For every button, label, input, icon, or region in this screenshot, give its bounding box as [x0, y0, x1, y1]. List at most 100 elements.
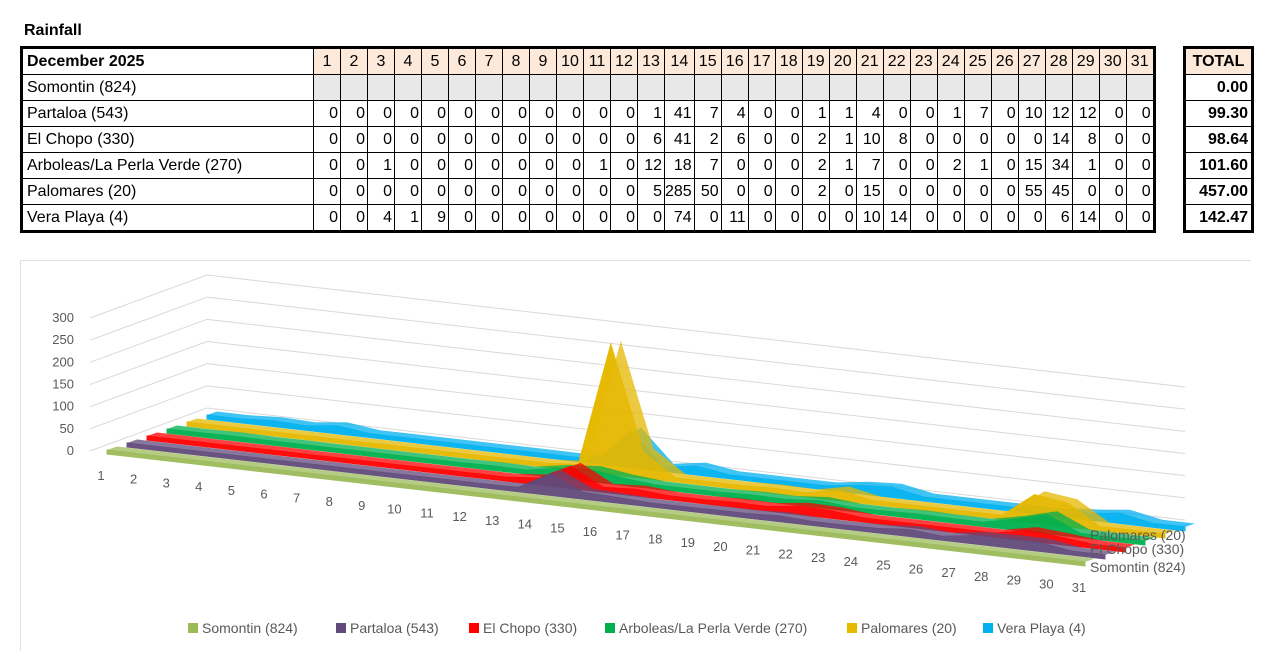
rain-cell [990, 74, 1019, 101]
rain-cell [421, 74, 449, 101]
rain-cell: 0 [963, 204, 992, 232]
rain-cell: 0 [475, 152, 503, 179]
rain-cell [664, 74, 695, 101]
rain-cell [936, 74, 965, 101]
rain-cell: 0 [747, 100, 776, 127]
rain-cell: 6 [637, 126, 665, 153]
rain-cell: 0 [963, 178, 992, 205]
rain-cell: 0 [394, 126, 422, 153]
rain-cell: 45 [1044, 178, 1073, 205]
station-name: Vera Playa (4) [21, 204, 314, 232]
rain-cell: 12 [1071, 100, 1100, 127]
rain-cell: 0 [637, 204, 665, 232]
day-header: 18 [774, 47, 803, 75]
day-header: 30 [1098, 47, 1127, 75]
rain-cell: 6 [1044, 204, 1073, 232]
rain-cell [1071, 74, 1100, 101]
rain-cell: 15 [1017, 152, 1046, 179]
rain-cell: 8 [1071, 126, 1100, 153]
rain-cell: 0 [448, 204, 476, 232]
day-header: 4 [394, 47, 422, 75]
rain-cell [556, 74, 584, 101]
rain-cell: 0 [421, 178, 449, 205]
rain-cell: 0 [990, 178, 1019, 205]
day-header: 3 [367, 47, 395, 75]
rain-cell: 2 [936, 152, 965, 179]
rain-cell: 0 [1098, 204, 1127, 232]
rain-cell: 0 [828, 178, 857, 205]
rain-cell: 0 [502, 204, 530, 232]
rain-cell: 7 [963, 100, 992, 127]
rain-cell: 0 [882, 100, 911, 127]
rain-cell: 0 [909, 126, 938, 153]
rain-cell: 0 [990, 204, 1019, 232]
rain-cell: 4 [855, 100, 884, 127]
rain-cell: 1 [367, 152, 395, 179]
rain-cell [583, 74, 611, 101]
day-header: 28 [1044, 47, 1073, 75]
day-header: 14 [664, 47, 695, 75]
rain-cell: 1 [828, 152, 857, 179]
rain-cell [963, 74, 992, 101]
day-header: 7 [475, 47, 503, 75]
day-header: 6 [448, 47, 476, 75]
rain-cell: 0 [610, 126, 638, 153]
rain-cell: 0 [882, 152, 911, 179]
table-row: El Chopo (330) 0 0 0 0 0 0 0 0 0 0 0 0 6 41 2 6 0 0 2 1 10 8 0 0… [21, 126, 1155, 153]
rain-cell: 14 [882, 204, 911, 232]
rain-cell: 0 [909, 152, 938, 179]
rain-cell [340, 74, 368, 101]
rain-cell [502, 74, 530, 101]
rain-cell [529, 74, 557, 101]
rain-cell [693, 74, 722, 101]
rain-cell: 0 [1098, 152, 1127, 179]
rain-cell: 0 [475, 204, 503, 232]
rain-cell: 0 [421, 126, 449, 153]
station-name: Arboleas/La Perla Verde (270) [21, 152, 314, 179]
rain-cell: 12 [637, 152, 665, 179]
rain-cell: 0 [583, 204, 611, 232]
station-name: Somontin (824) [21, 74, 314, 101]
rain-cell: 1 [801, 100, 830, 127]
rain-cell: 0 [774, 204, 803, 232]
rain-cell: 0 [1098, 126, 1127, 153]
rain-cell: 0 [882, 178, 911, 205]
rain-cell: 2 [693, 126, 722, 153]
rain-cell [828, 74, 857, 101]
rain-cell: 0 [340, 100, 368, 127]
rain-cell: 0 [801, 204, 830, 232]
rain-cell [1098, 74, 1127, 101]
rain-cell: 1 [1071, 152, 1100, 179]
day-header: 11 [583, 47, 611, 75]
day-header: 13 [637, 47, 665, 75]
rain-cell: 0 [990, 152, 1019, 179]
total-cell: 142.47 [1184, 204, 1253, 232]
day-header: 20 [828, 47, 857, 75]
rain-cell: 0 [340, 126, 368, 153]
table-row: Arboleas/La Perla Verde (270) 0 0 1 0 0 0 0 0 0 0 1… [21, 152, 1155, 179]
rain-cell: 1 [394, 204, 422, 232]
rain-cell: 0 [1098, 178, 1127, 205]
rain-cell: 1 [583, 152, 611, 179]
rain-cell: 0 [720, 152, 749, 179]
rain-cell: 12 [1044, 100, 1073, 127]
rain-cell: 0 [475, 126, 503, 153]
rain-cell: 0 [313, 100, 341, 127]
total-row: 457.00 [1184, 178, 1253, 205]
day-header: 16 [720, 47, 749, 75]
rain-cell [855, 74, 884, 101]
rain-cell: 0 [747, 126, 776, 153]
rain-cell: 0 [448, 100, 476, 127]
total-row: 98.64 [1184, 126, 1253, 153]
rain-cell: 0 [394, 152, 422, 179]
rain-cell: 0 [583, 100, 611, 127]
rain-cell: 0 [1017, 204, 1046, 232]
rain-cell: 0 [1125, 100, 1155, 127]
rain-cell: 0 [448, 178, 476, 205]
rain-cell: 0 [394, 178, 422, 205]
rain-cell: 0 [556, 204, 584, 232]
rain-cell: 0 [313, 152, 341, 179]
rain-cell [1017, 74, 1046, 101]
rain-cell: 0 [583, 126, 611, 153]
rain-cell: 0 [909, 100, 938, 127]
